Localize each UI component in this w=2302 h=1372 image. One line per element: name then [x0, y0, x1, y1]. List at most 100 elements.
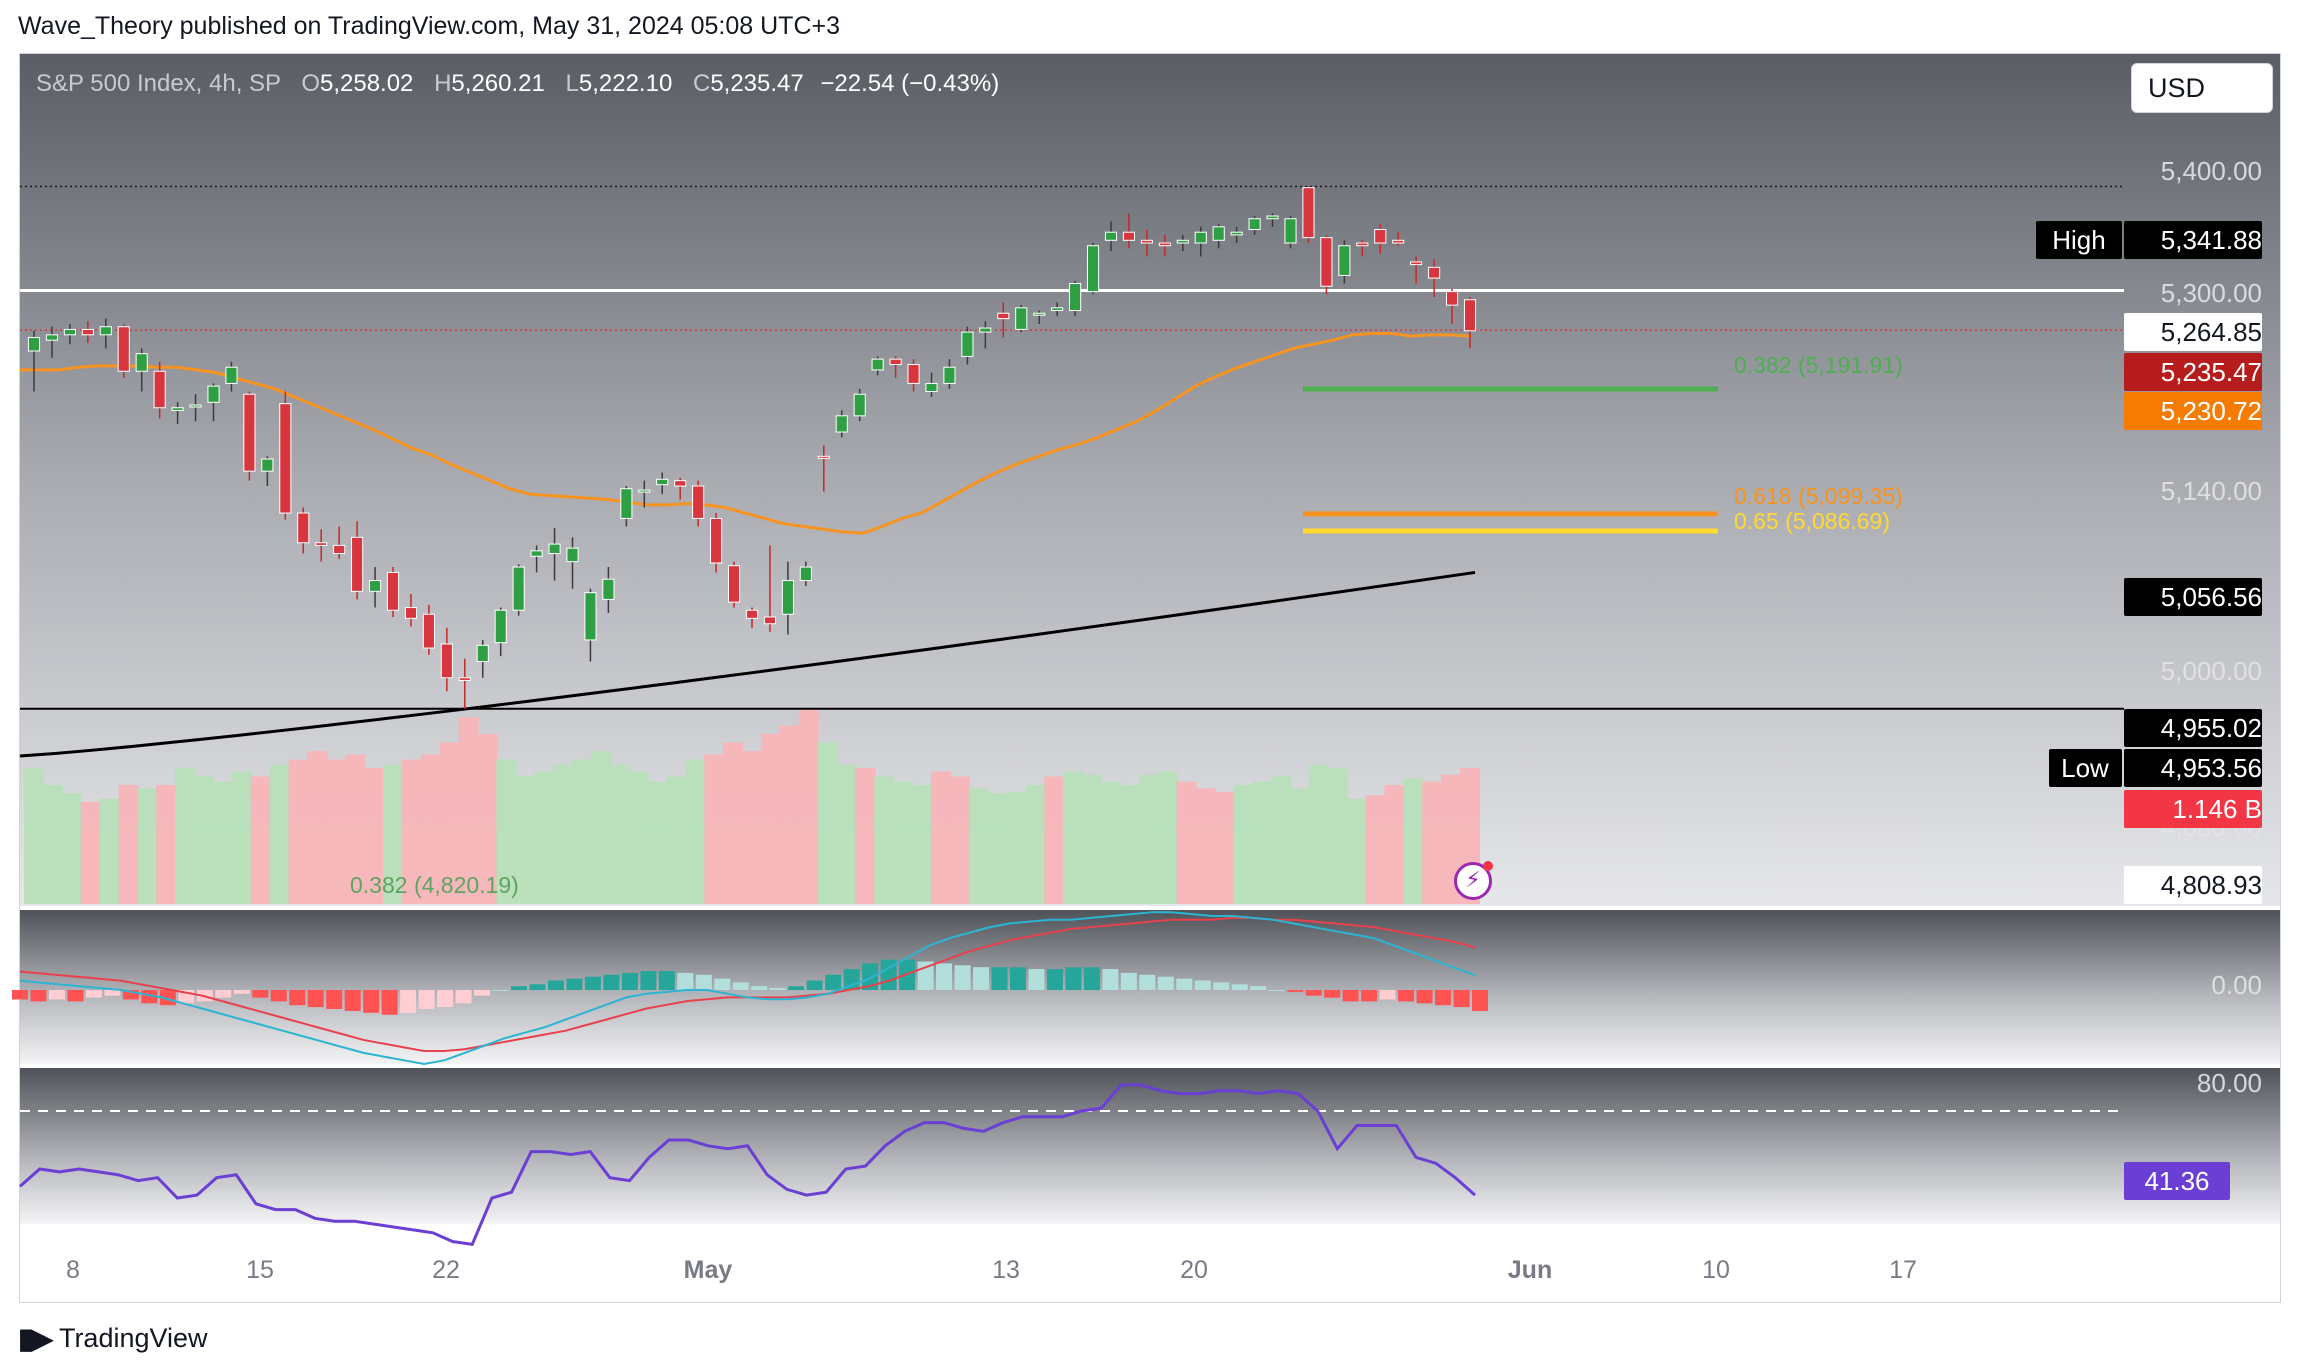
macd-histogram-bar	[437, 990, 454, 1008]
volume-bar	[1365, 795, 1386, 904]
volume-bar	[1082, 774, 1103, 904]
volume-bar	[836, 764, 857, 904]
volume-bar	[439, 742, 460, 904]
macd-histogram-bar	[1083, 967, 1100, 990]
volume-bar	[1119, 785, 1140, 904]
macd-histogram-bar	[104, 990, 121, 996]
y-tick-label: 0.00	[2211, 970, 2262, 1000]
macd-histogram-bar	[1213, 982, 1230, 990]
candle-body	[799, 566, 812, 582]
macd-histogram-bar	[48, 990, 65, 1000]
macd-histogram-bar	[67, 990, 84, 1002]
candle-body	[512, 566, 525, 611]
macd-histogram-bar	[1287, 990, 1304, 992]
volume-bar	[874, 776, 895, 904]
volume-bar	[212, 781, 233, 904]
candle-body	[27, 337, 41, 352]
candle-body	[1356, 242, 1369, 247]
close-label: C	[692, 70, 711, 97]
candle-body	[638, 489, 651, 493]
candle-body	[404, 607, 418, 619]
volume-bar	[685, 759, 706, 904]
y-tick-label: 5,140.00	[2161, 476, 2262, 506]
publisher-header: Wave_Theory published on TradingView.com…	[18, 12, 840, 40]
macd-histogram-bar	[769, 988, 786, 990]
candle-body	[1086, 245, 1100, 293]
chart-frame	[19, 53, 2281, 1303]
volume-bar	[1214, 791, 1235, 904]
macd-histogram-bar	[510, 986, 527, 990]
macd-histogram-bar	[1176, 978, 1193, 990]
candle-body	[602, 578, 615, 600]
volume-bar	[704, 754, 725, 904]
volume-bar	[1252, 781, 1273, 904]
y-tick-label: 5,300.00	[2161, 278, 2262, 308]
volume-bar	[477, 734, 498, 904]
x-tick-label: May	[684, 1256, 733, 1284]
candle-body	[368, 580, 382, 592]
macd-histogram-bar	[1009, 967, 1026, 990]
candle-body	[674, 480, 687, 487]
candle-body	[1015, 307, 1028, 330]
footer-brand[interactable]: ▮▶ TradingView	[18, 1322, 208, 1355]
macd-histogram-bar	[363, 990, 380, 1013]
lightning-icon[interactable]: ⚡	[1454, 861, 1493, 900]
currency-button[interactable]: USD	[2131, 63, 2273, 113]
candle-body	[1230, 231, 1243, 236]
volume-bar	[42, 785, 63, 904]
candle-body	[548, 543, 561, 555]
rsi-pane-bg	[20, 1068, 2280, 1224]
price-tag-bg	[2124, 578, 2262, 616]
macd-histogram-bar	[1065, 967, 1082, 990]
volume-bar	[1157, 771, 1178, 904]
fib-label: 0.65 (5,086.69)	[1734, 508, 1890, 534]
candle-body	[530, 550, 543, 557]
volume-bar	[779, 725, 800, 904]
change-value: −22.54 (−0.43%)	[820, 70, 1000, 97]
macd-histogram-bar	[862, 963, 879, 990]
volume-bar	[893, 781, 914, 904]
volume-bar	[1422, 781, 1443, 904]
price-tag-bg	[2124, 790, 2262, 828]
ohlc-legend: S&P 500 Index, 4h, SP O5,258.02 H5,260.2…	[36, 70, 999, 98]
macd-histogram-bar	[973, 967, 990, 990]
macd-histogram-bar	[677, 972, 694, 990]
candle-body	[494, 609, 507, 644]
candle-body	[225, 366, 238, 384]
candle-body	[979, 327, 992, 333]
candle-body	[1302, 187, 1315, 239]
volume-bar	[1403, 778, 1424, 904]
close-value: 5,235.47	[710, 70, 804, 97]
fibonacci-layer: 0.382 (5,191.91) 0.618 (5,099.35)0.65 (5,…	[350, 352, 1903, 898]
candle-body	[584, 592, 597, 641]
volume-bar	[949, 776, 970, 904]
macd-histogram-bar	[381, 990, 398, 1015]
volume-bar	[1271, 776, 1292, 904]
candle-body	[1428, 266, 1441, 279]
volume-bar	[987, 793, 1008, 904]
volume-bar	[250, 776, 271, 904]
volume-bar	[1176, 781, 1197, 904]
y-tick-label: 80.00	[2197, 1068, 2262, 1098]
macd-histogram-bar	[474, 990, 491, 996]
candle-body	[243, 393, 256, 472]
volume-bar	[553, 764, 574, 904]
macd-histogram-bar	[1305, 990, 1322, 996]
macd-histogram-bar	[307, 990, 324, 1008]
volume-bar	[723, 742, 744, 904]
x-tick-label: 20	[1180, 1256, 1208, 1284]
candle-body	[1140, 239, 1153, 244]
macd-histogram-bar	[529, 984, 546, 990]
candle-body	[476, 644, 489, 663]
macd-histogram-bar	[455, 990, 472, 1004]
volume-bar	[458, 717, 479, 904]
volume-bar	[24, 768, 44, 904]
candle-body	[1248, 218, 1261, 231]
macd-histogram-bar	[122, 990, 139, 1000]
candle-body	[1104, 231, 1118, 241]
macd-histogram-bar	[289, 990, 306, 1006]
volume-bar	[1289, 788, 1310, 904]
macd-histogram-bar	[30, 990, 47, 1002]
macd-histogram-bar	[1435, 990, 1452, 1006]
